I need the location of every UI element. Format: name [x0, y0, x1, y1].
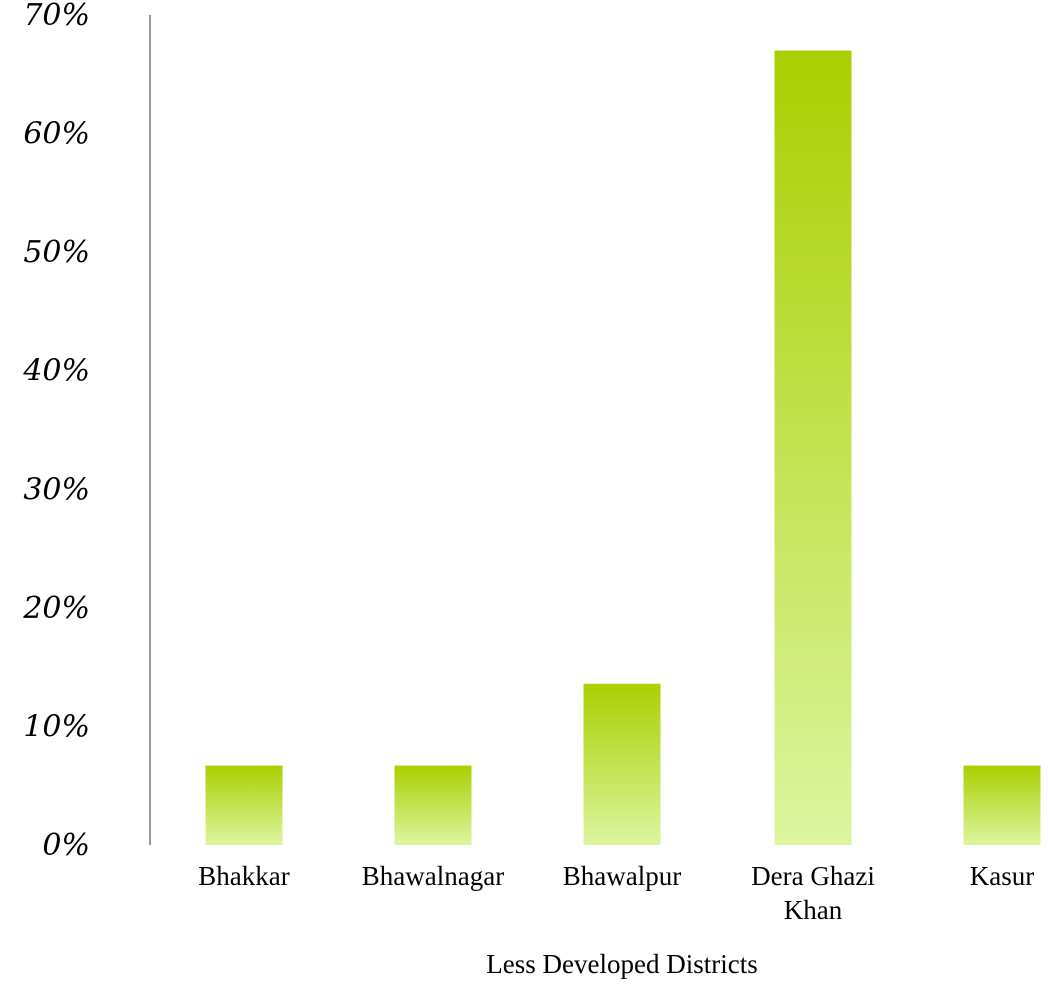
y-tick-label: 0%	[42, 828, 90, 863]
x-axis-label: Less Developed Districts	[486, 949, 757, 979]
y-axis-ticks: 0% 10% 20% 30% 40% 50% 60% 70%	[22, 0, 90, 863]
x-tick-label: Bhawalpur	[563, 861, 681, 891]
bar	[394, 765, 472, 845]
y-tick-label: 10%	[23, 709, 90, 744]
bar	[583, 683, 661, 845]
y-tick-label: 60%	[23, 117, 90, 152]
x-axis-ticks: Bhakkar Bhawalnagar Bhawalpur Dera Ghazi Kha…	[198, 861, 1034, 925]
bars	[205, 50, 1041, 846]
x-tick-label: Kasur	[970, 861, 1034, 891]
bar	[205, 765, 283, 845]
y-tick-label: 20%	[22, 591, 90, 626]
x-tick-label: Dera Ghazi Khan	[751, 861, 875, 925]
bar	[774, 50, 852, 846]
x-tick-label: Bhawalnagar	[362, 861, 504, 891]
x-tick-label: Bhakkar	[198, 861, 289, 891]
y-tick-label: 50%	[23, 235, 90, 270]
y-tick-label: 30%	[23, 472, 90, 507]
y-tick-label: 40%	[22, 354, 90, 389]
y-tick-label: 70%	[23, 0, 90, 33]
bar	[963, 765, 1041, 845]
